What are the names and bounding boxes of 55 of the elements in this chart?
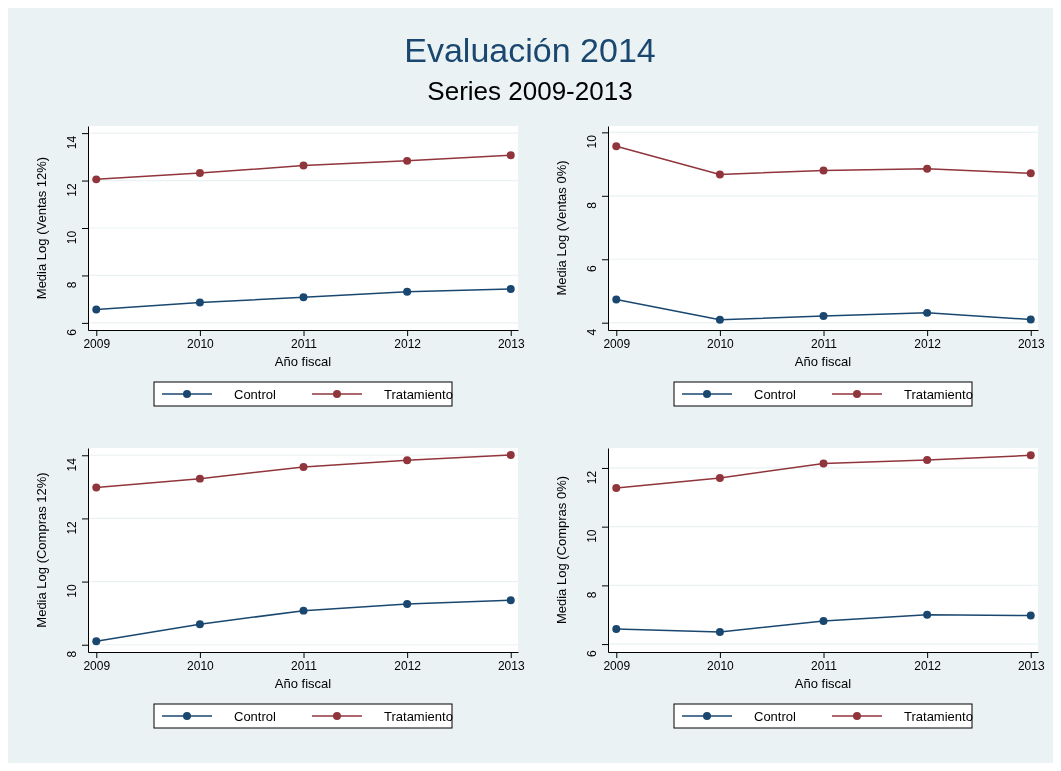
legend-label: Control — [234, 708, 277, 724]
legend-label: Tratamiento — [384, 386, 453, 402]
y-axis-title: Media Log (Compras 0%) — [554, 475, 569, 625]
y-tick-label: 12 — [65, 183, 79, 197]
x-tick-label: 2012 — [914, 658, 942, 673]
y-tick-label: 10 — [65, 230, 79, 245]
legend-label: Tratamiento — [384, 708, 453, 724]
x-tick-label: 2012 — [914, 336, 942, 351]
y-tick-label: 10 — [585, 134, 599, 149]
y-tick-label: 10 — [585, 529, 599, 543]
y-tick-label: 6 — [585, 649, 599, 657]
y-tick-label: 6 — [65, 328, 79, 336]
y-axis-title: Media Log (Ventas 0%) — [554, 160, 569, 296]
x-tick-label: 2011 — [811, 336, 838, 351]
y-tick-label: 6 — [585, 265, 599, 273]
legend-label: Control — [754, 708, 797, 724]
y-tick-label: 12 — [585, 470, 599, 485]
y-tick-label: 8 — [585, 201, 599, 209]
y-tick-label: 8 — [585, 591, 599, 599]
chart-subtitle: Series 2009-2013 — [427, 76, 633, 106]
x-tick-label: 2012 — [394, 658, 422, 673]
x-tick-label: 2011 — [291, 336, 318, 351]
x-axis-title: Año fiscal — [274, 676, 332, 691]
y-axis-title: Media Log (Ventas 12%) — [34, 156, 49, 300]
x-axis-title: Año fiscal — [794, 676, 852, 691]
x-tick-label: 2010 — [707, 336, 735, 351]
x-tick-label: 2013 — [1017, 336, 1045, 351]
x-tick-label: 2010 — [187, 336, 215, 351]
legend-label: Control — [234, 386, 277, 402]
legend-label: Tratamiento — [904, 386, 973, 402]
x-tick-label: 2009 — [83, 336, 111, 351]
x-tick-label: 2009 — [603, 658, 631, 673]
legend-label: Tratamiento — [904, 708, 973, 724]
y-tick-label: 12 — [65, 520, 79, 535]
x-axis-title: Año fiscal — [274, 354, 332, 369]
y-tick-label: 10 — [65, 584, 79, 598]
x-tick-label: 2010 — [707, 658, 735, 673]
x-tick-label: 2010 — [187, 658, 215, 673]
y-tick-label: 14 — [65, 135, 79, 150]
x-tick-label: 2009 — [603, 336, 631, 351]
x-tick-label: 2011 — [811, 658, 838, 673]
y-tick-label: 8 — [65, 281, 79, 289]
chart-title: Evaluación 2014 — [404, 31, 656, 69]
x-tick-label: 2013 — [1017, 658, 1045, 673]
x-tick-label: 2013 — [497, 336, 525, 351]
y-tick-label: 8 — [65, 650, 79, 658]
x-tick-label: 2013 — [497, 658, 525, 673]
x-tick-label: 2009 — [83, 658, 111, 673]
x-tick-label: 2011 — [291, 658, 318, 673]
y-tick-label: 14 — [65, 457, 79, 472]
y-tick-label: 4 — [585, 328, 599, 336]
y-axis-title: Media Log (Compras 12%) — [34, 472, 49, 628]
legend-label: Control — [754, 386, 797, 402]
x-tick-label: 2012 — [394, 336, 422, 351]
x-axis-title: Año fiscal — [794, 354, 852, 369]
